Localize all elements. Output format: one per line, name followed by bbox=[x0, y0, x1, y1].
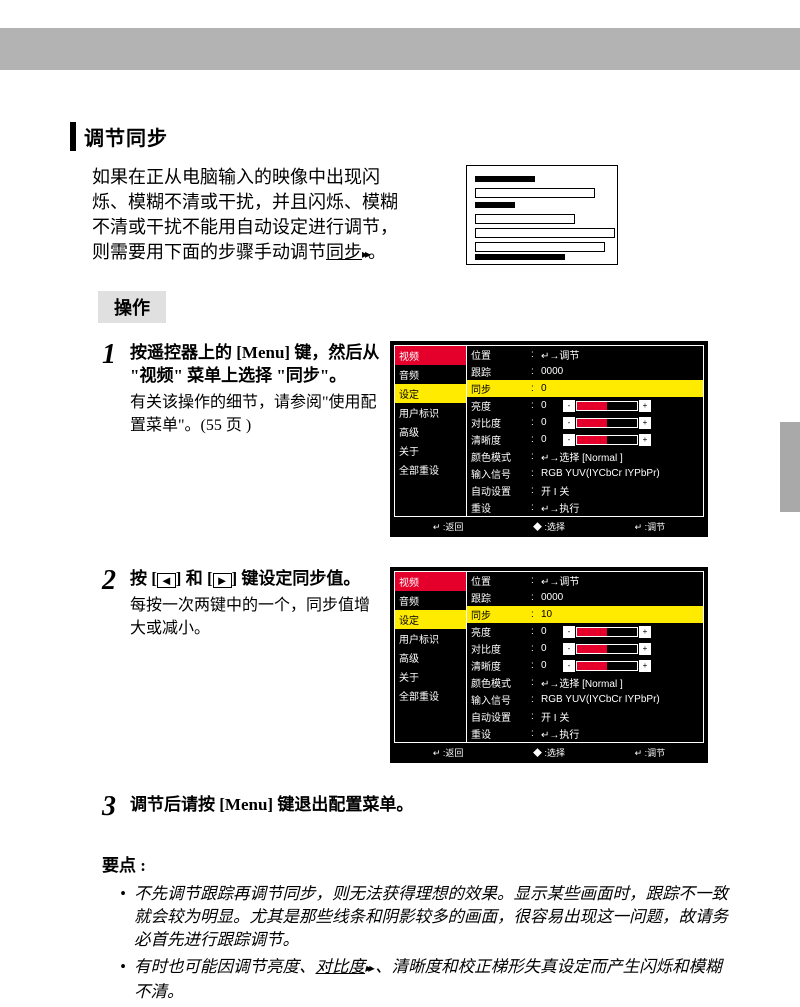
notes-title: 要点 : bbox=[70, 851, 730, 876]
step-3: 3 调节后请按 [Menu] 键退出配置菜单。 bbox=[70, 793, 730, 821]
step-body: 调节后请按 [Menu] 键退出配置菜单。 bbox=[130, 793, 650, 821]
note-item: • 不先调节跟踪再调节同步，则无法获得理想的效果。显示某些画面时，跟踪不一致就会… bbox=[120, 882, 730, 951]
notes-block: • 不先调节跟踪再调节同步，则无法获得理想的效果。显示某些画面时，跟踪不一致就会… bbox=[70, 882, 730, 1003]
contrast-glossary-link[interactable]: 对比度 bbox=[316, 957, 366, 976]
page-content: 调节同步 如果在正从电脑输入的映像中出现闪烁、模糊不清或干扰，并且闪烁、模糊不清… bbox=[70, 122, 730, 1007]
step-number: 2 bbox=[102, 567, 130, 763]
menu-screenshot-2: 视频音频设定用户标识高级关于全部重设位置:↵→调节跟踪:0000同步:10亮度:… bbox=[390, 567, 708, 763]
sync-glossary-link[interactable]: 同步 bbox=[326, 242, 362, 262]
step-number: 1 bbox=[102, 341, 130, 537]
page-side-tab bbox=[780, 422, 800, 512]
step-instruction: 按遥控器上的 [Menu] 键，然后从 "视频" 菜单上选择 "同步"。 bbox=[130, 341, 380, 387]
step-2: 2 按 [◄] 和 [►] 键设定同步值。 每按一次两键中的一个，同步值增大或减… bbox=[70, 567, 730, 763]
operation-label: 操作 bbox=[98, 291, 166, 323]
menu-screenshot-1: 视频音频设定用户标识高级关于全部重设位置:↵→调节跟踪:0000同步:0亮度:0… bbox=[390, 341, 708, 537]
step-detail: 有关该操作的细节，请参阅"使用配置菜单"。(55 页 ) bbox=[130, 391, 380, 437]
right-arrow-key-icon: ► bbox=[213, 573, 232, 588]
step-body: 按 [◄] 和 [►] 键设定同步值。 每按一次两键中的一个，同步值增大或减小。 bbox=[130, 567, 390, 763]
step-instruction: 调节后请按 [Menu] 键退出配置菜单。 bbox=[130, 793, 640, 816]
step-number: 3 bbox=[102, 793, 130, 821]
step-instruction: 按 [◄] 和 [►] 键设定同步值。 bbox=[130, 567, 380, 590]
sync-illustration bbox=[466, 165, 618, 265]
section-title: 调节同步 bbox=[70, 122, 730, 151]
intro-row: 如果在正从电脑输入的映像中出现闪烁、模糊不清或干扰，并且闪烁、模糊不清或干扰不能… bbox=[70, 165, 730, 267]
bullet-dot: • bbox=[120, 882, 134, 951]
note-text: 有时也可能因调节亮度、对比度▸▸ 、清晰度和校正梯形失真设定而产生闪烁和模糊不清… bbox=[134, 955, 730, 1003]
note-item: • 有时也可能因调节亮度、对比度▸▸ 、清晰度和校正梯形失真设定而产生闪烁和模糊… bbox=[120, 955, 730, 1003]
intro-text: 如果在正从电脑输入的映像中出现闪烁、模糊不清或干扰，并且闪烁、模糊不清或干扰不能… bbox=[70, 165, 412, 267]
step-body: 按遥控器上的 [Menu] 键，然后从 "视频" 菜单上选择 "同步"。 有关该… bbox=[130, 341, 390, 537]
instr-post: ] 键设定同步值。 bbox=[232, 569, 361, 588]
step-1: 1 按遥控器上的 [Menu] 键，然后从 "视频" 菜单上选择 "同步"。 有… bbox=[70, 341, 730, 537]
left-arrow-key-icon: ◄ bbox=[157, 573, 176, 588]
intro-period: 。 bbox=[368, 242, 386, 262]
note2-pre: 有时也可能因调节亮度、 bbox=[134, 957, 316, 976]
header-gray-bar bbox=[0, 28, 800, 70]
bullet-dot: • bbox=[120, 955, 134, 1003]
step-detail: 每按一次两键中的一个，同步值增大或减小。 bbox=[130, 594, 380, 640]
instr-mid: ] 和 [ bbox=[176, 569, 213, 588]
note-text: 不先调节跟踪再调节同步，则无法获得理想的效果。显示某些画面时，跟踪不一致就会较为… bbox=[134, 882, 730, 951]
instr-pre: 按 [ bbox=[130, 569, 157, 588]
